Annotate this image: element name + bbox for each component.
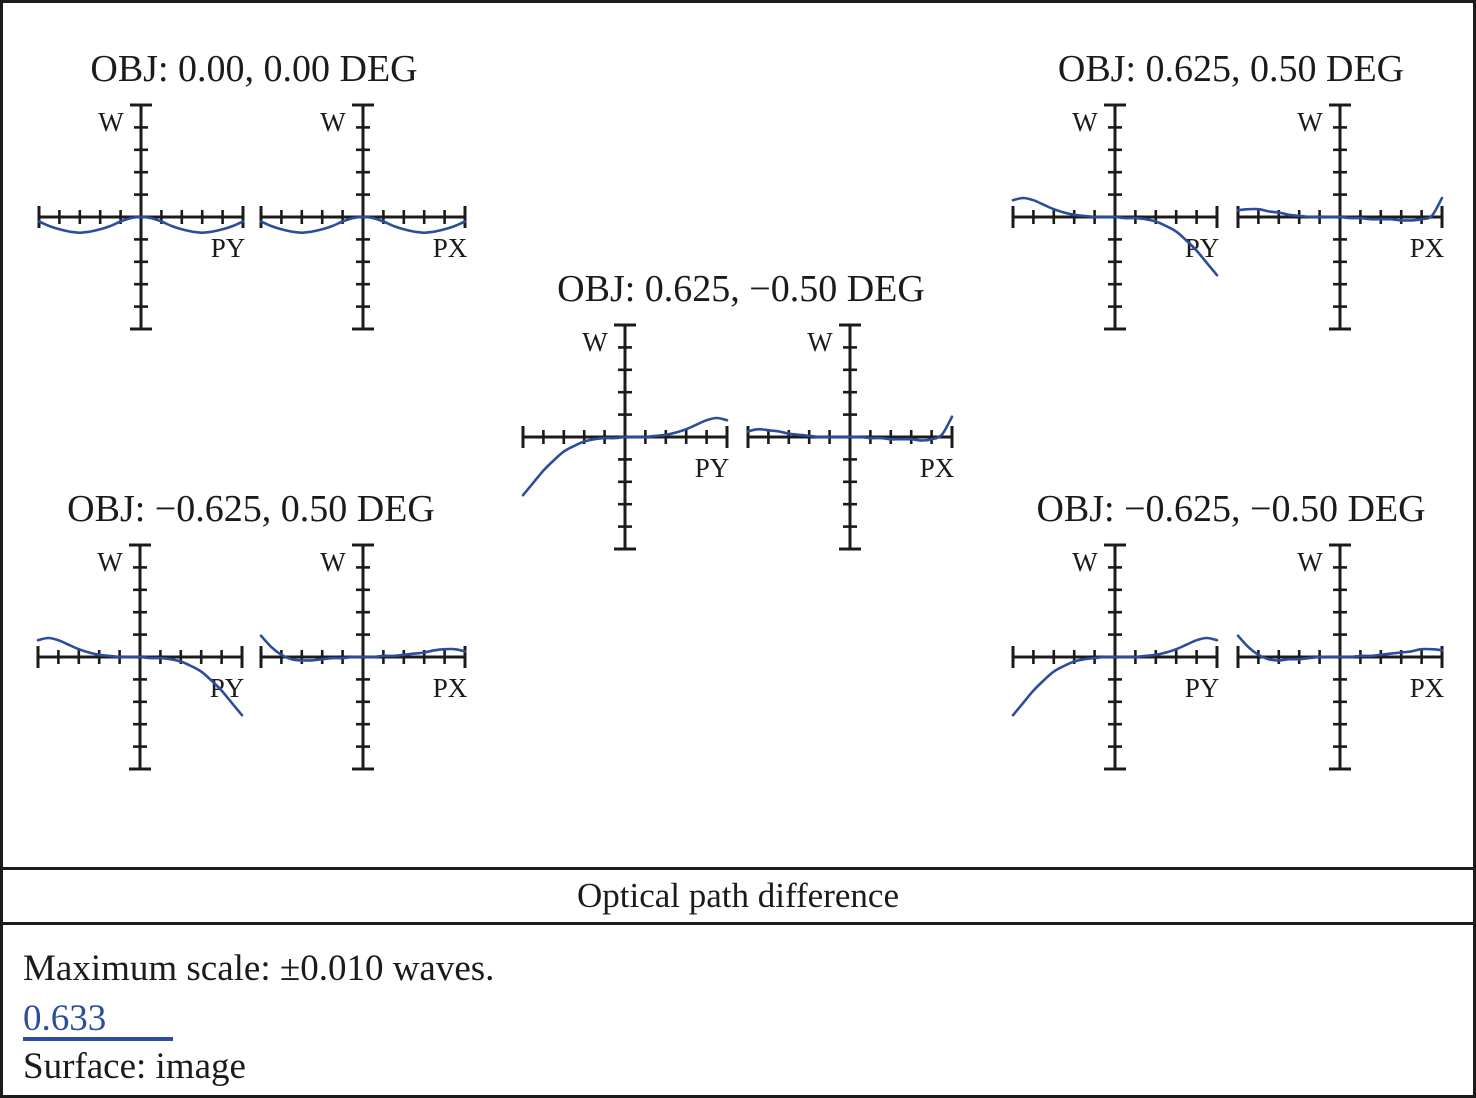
figure-caption: Optical path difference bbox=[577, 876, 899, 915]
opd-curve bbox=[521, 416, 729, 497]
px-axis-label: PX bbox=[433, 233, 468, 263]
opd-curve bbox=[259, 215, 467, 234]
opd-fan-py-panel4: W PY bbox=[1011, 543, 1220, 771]
w-axis-label: W bbox=[807, 327, 833, 357]
opd-fan-px-panel4: W PX bbox=[1236, 543, 1445, 771]
opd-curve bbox=[37, 215, 245, 234]
px-axis-label: PX bbox=[433, 673, 468, 703]
opd-fan-py-panel0: W PY bbox=[37, 103, 246, 331]
panel-title-0: OBJ: 0.00, 0.00 DEG bbox=[90, 48, 418, 90]
opd-fan-px-panel3: W PX bbox=[259, 543, 468, 771]
opd-fan-px-panel2: W PX bbox=[746, 323, 955, 551]
max-scale-text: Maximum scale: ±0.010 waves. bbox=[23, 948, 495, 989]
opd-fan-py-panel2: W PY bbox=[521, 323, 730, 551]
opd-curve bbox=[36, 636, 244, 717]
surface-text: Surface: image bbox=[23, 1046, 246, 1087]
opd-curve bbox=[1236, 196, 1444, 222]
panel-title-1: OBJ: 0.625, 0.50 DEG bbox=[1057, 48, 1405, 90]
w-axis-label: W bbox=[97, 547, 123, 577]
panel-title-2: OBJ: 0.625, −0.50 DEG bbox=[557, 268, 925, 310]
opd-curve bbox=[259, 634, 467, 662]
footer: Maximum scale: ±0.010 waves. 0.633 Surfa… bbox=[3, 925, 1473, 1095]
w-axis-label: W bbox=[1297, 547, 1323, 577]
caption-band: Optical path difference bbox=[3, 867, 1473, 925]
w-axis-label: W bbox=[1297, 107, 1323, 137]
w-axis-label: W bbox=[98, 107, 124, 137]
px-axis-label: PX bbox=[1410, 233, 1445, 263]
panel-title-4: OBJ: −0.625, −0.50 DEG bbox=[1036, 488, 1426, 530]
w-axis-label: W bbox=[320, 107, 346, 137]
opd-fan-px-panel0: W PX bbox=[259, 103, 468, 331]
py-axis-label: PY bbox=[211, 233, 246, 263]
w-axis-label: W bbox=[582, 327, 608, 357]
px-axis-label: PX bbox=[1410, 673, 1445, 703]
plots-area: OBJ: 0.00, 0.00 DEG W PY W PX OBJ: 0.625, 0.5… bbox=[3, 3, 1473, 867]
w-axis-label: W bbox=[1072, 107, 1098, 137]
opd-fan-px-panel1: W PX bbox=[1236, 103, 1445, 331]
opd-fan-py-panel3: WPY bbox=[36, 543, 244, 771]
w-axis-label: W bbox=[1072, 547, 1098, 577]
wavelength-value: 0.633 bbox=[23, 998, 107, 1039]
py-axis-label: PY bbox=[695, 453, 730, 483]
opd-curve bbox=[746, 415, 954, 442]
opd-fan-py-panel1: WPY bbox=[1011, 103, 1219, 331]
opd-curve bbox=[1236, 634, 1444, 662]
opd-curve bbox=[1011, 196, 1219, 277]
py-axis-label: PY bbox=[1185, 673, 1220, 703]
panel-title-3: OBJ: −0.625, 0.50 DEG bbox=[67, 488, 435, 530]
wavelength-underline bbox=[23, 1037, 173, 1041]
px-axis-label: PX bbox=[920, 453, 955, 483]
opd-curve bbox=[1011, 636, 1219, 717]
w-axis-label: W bbox=[320, 547, 346, 577]
